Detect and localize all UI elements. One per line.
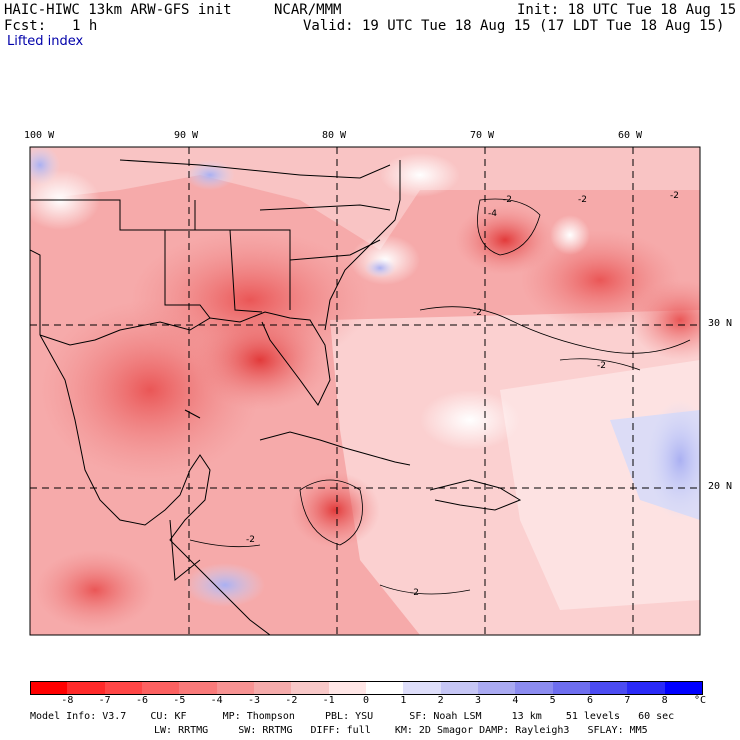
contour-label-group: -2 -4 -2 -2 -2 -2 -2 -2 bbox=[246, 191, 679, 598]
colorbar-swatch bbox=[664, 681, 704, 695]
colorbar-swatch bbox=[254, 681, 292, 695]
colorbar-swatch bbox=[328, 681, 367, 695]
map-frame bbox=[29, 146, 701, 636]
colorbar-swatch bbox=[440, 681, 479, 695]
colorbar-tick-label: -4 bbox=[210, 695, 223, 706]
colorbar-swatch bbox=[552, 681, 591, 695]
valid-time: Valid: 19 UTC Tue 18 Aug 15 (17 LDT Tue … bbox=[303, 18, 725, 34]
colorbar-tick-label: -8 bbox=[61, 695, 74, 706]
colorbar-swatch bbox=[627, 681, 666, 695]
colorbar-tick-label: 6 bbox=[586, 695, 594, 706]
model-info-line2: LW: RRTMG SW: RRTMG DIFF: full KM: 2D Sm… bbox=[154, 725, 648, 736]
colorbar-tick-label: -1 bbox=[322, 695, 335, 706]
lat-label: 30 N bbox=[708, 318, 733, 329]
colorbar-swatch bbox=[590, 681, 628, 695]
colorbar-tick-label: -2 bbox=[285, 695, 298, 706]
colorbar-swatch bbox=[478, 681, 516, 695]
colorbar-tick-label: 1 bbox=[400, 695, 407, 706]
contour-label: -2 bbox=[578, 195, 587, 205]
lat-label: 20 N bbox=[708, 481, 733, 492]
coastlines bbox=[30, 159, 522, 635]
colorbar-swatch bbox=[104, 681, 143, 695]
lon-label: 60 W bbox=[618, 130, 643, 141]
forecast-hour: 1 h bbox=[72, 18, 98, 34]
colorbar-tick-label: -3 bbox=[247, 695, 261, 706]
colorbar-swatch bbox=[30, 681, 69, 695]
colorbar-tick-label: 7 bbox=[624, 695, 631, 706]
colorbar-tick-label: 3 bbox=[474, 695, 482, 706]
forecast-label: Fcst: bbox=[4, 18, 47, 34]
colorbar-tick-label: 8 bbox=[661, 695, 668, 706]
colorbar-tick-label: -6 bbox=[135, 695, 149, 706]
colorbar-tick-label: -7 bbox=[98, 695, 111, 706]
lat-lon-grid bbox=[30, 147, 700, 635]
field-name: Lifted index bbox=[7, 34, 84, 49]
colorbar-swatch bbox=[179, 681, 218, 695]
contour-label: -2 bbox=[246, 535, 255, 545]
lon-label: 80 W bbox=[322, 130, 347, 141]
colorbar-swatch bbox=[291, 681, 330, 695]
colorbar-tick-label: 0 bbox=[362, 695, 370, 706]
colorbar-tick-label: 4 bbox=[512, 695, 519, 706]
colorbar-tick-label: 5 bbox=[549, 695, 556, 706]
init-time: Init: 18 UTC Tue 18 Aug 15 bbox=[517, 2, 737, 18]
contour-label: -2 bbox=[670, 191, 679, 201]
colorbar-swatch bbox=[515, 681, 554, 695]
lon-label: 90 W bbox=[174, 130, 199, 141]
lon-label: 100 W bbox=[24, 130, 55, 141]
colorbar-unit: °C bbox=[694, 695, 707, 706]
model-info-line1: Model Info: V3.7 CU: KF MP: Thompson PBL… bbox=[30, 711, 675, 722]
colorbar-swatch bbox=[366, 681, 404, 695]
colorbar-swatch bbox=[142, 681, 180, 695]
colorbar-tick-label: 2 bbox=[437, 695, 444, 706]
contour-label: -2 bbox=[473, 308, 482, 318]
contour-label: -4 bbox=[488, 209, 497, 219]
model-title: HAIC-HIWC 13km ARW-GFS init bbox=[4, 2, 232, 18]
colorbar-tick-label: -5 bbox=[173, 695, 186, 706]
contour-lines bbox=[189, 198, 691, 595]
lon-label: 70 W bbox=[470, 130, 495, 141]
contour-label: -2 bbox=[597, 361, 606, 371]
contour-label: -2 bbox=[410, 588, 419, 598]
organization: NCAR/MMM bbox=[274, 2, 342, 18]
colorbar-swatch bbox=[403, 681, 442, 695]
contour-label: -2 bbox=[503, 195, 512, 205]
colorbar-swatch bbox=[67, 681, 106, 695]
colorbar-swatch bbox=[216, 681, 255, 695]
map-field: -2 -4 -2 -2 -2 -2 -2 -2 bbox=[30, 147, 700, 635]
